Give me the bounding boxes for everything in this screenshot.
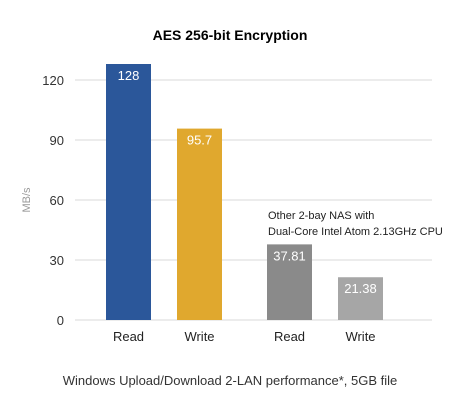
chart-title: AES 256-bit Encryption bbox=[153, 27, 308, 43]
y-tick-label: 0 bbox=[57, 313, 64, 328]
y-tick-label: 30 bbox=[50, 253, 64, 268]
chart-caption: Windows Upload/Download 2-LAN performanc… bbox=[63, 373, 398, 388]
bar-value-label: 95.7 bbox=[187, 133, 212, 148]
x-category-label: Write bbox=[184, 329, 214, 344]
annotation-line-2: Dual-Core Intel Atom 2.13GHz CPU bbox=[268, 226, 443, 238]
y-axis-label: MB/s bbox=[21, 187, 33, 213]
bar bbox=[267, 244, 312, 320]
y-tick-label: 90 bbox=[50, 133, 64, 148]
bar bbox=[338, 277, 383, 320]
bar-value-label: 128 bbox=[118, 68, 140, 83]
x-category-label: Read bbox=[113, 329, 144, 344]
y-axis-ticks: 0 30 60 90 120 bbox=[42, 73, 64, 328]
annotation-line-1: Other 2-bay NAS with bbox=[268, 210, 374, 222]
bar bbox=[106, 64, 151, 320]
x-category-label: Write bbox=[345, 329, 375, 344]
bars: 128 Read 95.7 Write 37.81 Read 21.38 Write bbox=[106, 64, 383, 344]
y-tick-label: 120 bbox=[42, 73, 64, 88]
x-category-label: Read bbox=[274, 329, 305, 344]
bar-value-label: 21.38 bbox=[344, 281, 377, 296]
bar bbox=[177, 128, 222, 320]
annotation: Other 2-bay NAS with Dual-Core Intel Ato… bbox=[268, 210, 443, 238]
bar-value-label: 37.81 bbox=[273, 248, 306, 263]
y-tick-label: 60 bbox=[50, 193, 64, 208]
